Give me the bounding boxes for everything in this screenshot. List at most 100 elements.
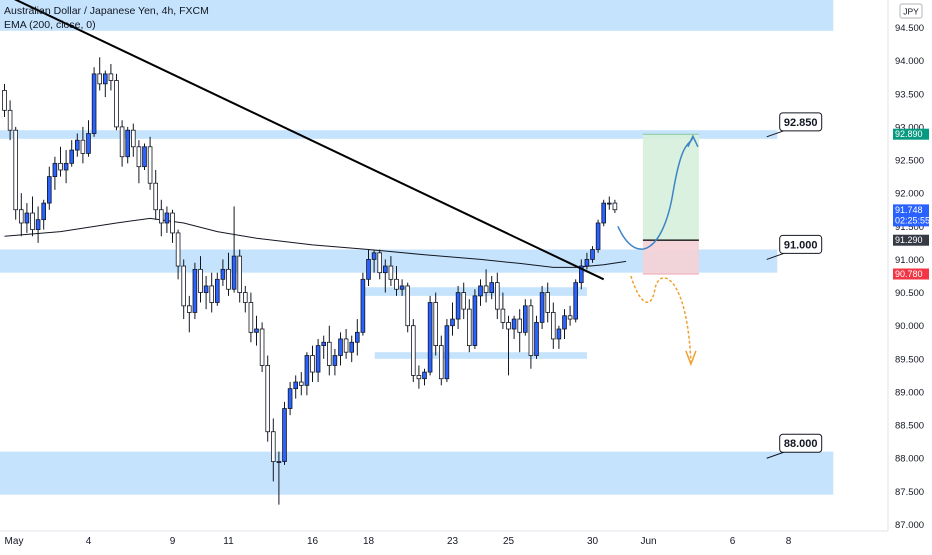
- time-tick-label: 23: [447, 536, 459, 547]
- candle-body: [237, 255, 243, 293]
- candle: [7, 100, 13, 141]
- candle-body: [427, 302, 433, 373]
- candle: [523, 299, 528, 336]
- candle: [175, 229, 181, 280]
- candle-body: [354, 331, 360, 343]
- candle: [405, 282, 410, 333]
- time-tick-label: May: [5, 536, 24, 547]
- candle: [511, 315, 517, 339]
- level-callout: 92.850: [766, 112, 823, 138]
- candle-body: [248, 302, 254, 333]
- time-tick-label: 9: [170, 536, 176, 547]
- candle-body: [47, 176, 52, 204]
- candle: [410, 319, 416, 383]
- candle-body: [142, 146, 147, 168]
- price-tick-label: 89.500: [895, 354, 924, 365]
- candle-body: [556, 328, 562, 340]
- candle-body: [18, 209, 24, 224]
- candle-body: [315, 345, 321, 373]
- candle: [298, 372, 304, 396]
- candle: [265, 355, 270, 442]
- candle-body: [607, 202, 612, 205]
- price-tag-bg: [893, 268, 929, 280]
- candle: [125, 126, 131, 164]
- candle-body: [511, 318, 517, 330]
- candle-body: [254, 328, 259, 333]
- candle: [315, 338, 321, 383]
- candle: [517, 309, 522, 353]
- candle-body: [52, 162, 58, 177]
- candle: [472, 289, 478, 349]
- candle-body: [158, 209, 164, 224]
- candle-body: [416, 374, 422, 380]
- candle: [170, 209, 175, 243]
- candle: [304, 352, 310, 396]
- candle-body: [500, 308, 506, 323]
- time-tick-label: 25: [503, 536, 515, 547]
- candle: [494, 272, 500, 320]
- candle-body: [349, 341, 354, 353]
- candle-body: [489, 282, 494, 293]
- candle: [259, 322, 265, 373]
- candle-body: [2, 90, 7, 111]
- candle-body: [584, 259, 590, 267]
- candle: [164, 206, 170, 233]
- price-tag-bg: [893, 204, 929, 227]
- candle: [427, 295, 433, 376]
- candle-body: [461, 292, 466, 310]
- candle-body: [433, 302, 438, 346]
- candle: [276, 451, 282, 505]
- candle: [18, 193, 24, 237]
- candle: [573, 279, 578, 323]
- candle: [433, 292, 438, 356]
- candle: [209, 272, 215, 313]
- candle: [528, 299, 534, 369]
- candle: [422, 368, 427, 386]
- price-tag-label: 90.780: [895, 269, 923, 279]
- candle-body: [287, 388, 293, 409]
- candle: [579, 259, 584, 290]
- price-tag: 90.780: [893, 268, 929, 280]
- candle-body: [466, 308, 472, 346]
- candle-body: [450, 318, 455, 327]
- candle-body: [455, 292, 461, 320]
- candle-body: [293, 381, 298, 390]
- candle-body: [181, 265, 187, 307]
- candle-body: [551, 312, 556, 340]
- candle-body: [147, 146, 153, 184]
- callout-pointer: [766, 451, 784, 459]
- time-tick-label: 4: [86, 536, 92, 547]
- candle: [248, 292, 254, 343]
- candle-body: [410, 325, 416, 376]
- candle-body: [472, 295, 478, 346]
- candle: [310, 345, 315, 383]
- price-tag: 91.290: [893, 234, 929, 246]
- candle: [567, 305, 573, 326]
- candle-body: [405, 285, 410, 327]
- candle-body: [30, 212, 35, 231]
- candle: [69, 140, 75, 167]
- candle-body: [209, 285, 215, 303]
- candle: [130, 123, 136, 157]
- candle: [24, 203, 30, 233]
- candle: [416, 365, 422, 389]
- candle-body: [214, 278, 220, 303]
- candle: [601, 199, 606, 227]
- candle-body: [265, 365, 270, 433]
- price-tag-bg: [893, 128, 929, 140]
- candle-body: [562, 315, 567, 330]
- candle: [220, 259, 226, 286]
- time-tick-label: 8: [786, 536, 792, 547]
- candle-body: [444, 325, 450, 380]
- candle: [394, 266, 399, 296]
- candle: [377, 249, 382, 280]
- time-tick-label: 16: [307, 536, 319, 547]
- candle: [354, 319, 360, 356]
- candle: [562, 309, 567, 339]
- time-tick-label: 11: [223, 536, 234, 547]
- candle: [114, 73, 119, 131]
- candle-body: [130, 129, 136, 148]
